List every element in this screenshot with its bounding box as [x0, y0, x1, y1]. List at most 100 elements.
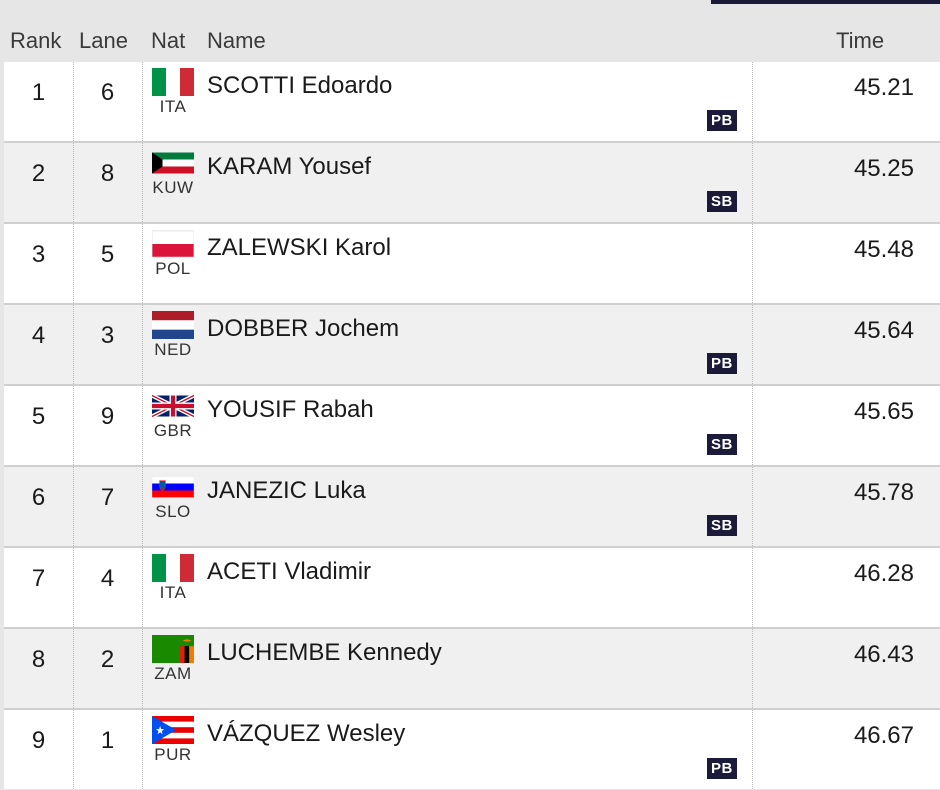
nat-cell: SLO [142, 473, 204, 522]
header-time[interactable]: Time [836, 28, 885, 53]
athlete-name-link[interactable]: LUCHEMBE Kennedy [207, 639, 442, 666]
column-divider [142, 710, 143, 789]
nat-code: ZAM [154, 664, 192, 683]
time-cell: 45.21 [853, 74, 914, 101]
kuwait-flag-icon [152, 149, 194, 177]
rank-cell: 5 [31, 403, 46, 430]
athlete-name-link[interactable]: DOBBER Jochem [207, 315, 400, 342]
time-cell: 46.43 [853, 641, 914, 668]
athlete-name-link[interactable]: VÁZQUEZ Wesley [207, 720, 406, 747]
header-nat[interactable]: Nat [151, 28, 186, 53]
time-cell: 46.28 [853, 560, 914, 587]
record-badge: PB [707, 353, 737, 374]
nat-code: SLO [155, 502, 191, 521]
nat-code: GBR [153, 421, 193, 440]
slovenia-flag-icon [152, 473, 194, 501]
record-badge: PB [707, 110, 737, 131]
column-divider [73, 62, 74, 141]
column-divider [142, 62, 143, 141]
rank-cell: 3 [31, 241, 46, 268]
nat-cell: GBR [142, 392, 204, 441]
table-row[interactable]: 4 3 NED DOBBER Jochem PB 45.64 [4, 305, 940, 386]
nat-code: ITA [159, 583, 187, 602]
column-divider [73, 305, 74, 384]
results-table: 1 6 ITA SCOTTI Edoardo PB 45.21 2 8 KUW KARAM You… [4, 62, 940, 789]
column-divider [752, 224, 753, 303]
table-row[interactable]: 8 2 ZAM LUCHEMBE Kennedy 46.43 [4, 629, 940, 710]
column-divider [73, 386, 74, 465]
column-divider [752, 629, 753, 708]
top-accent-bar [711, 0, 940, 4]
time-cell: 45.48 [853, 236, 914, 263]
nat-cell: NED [142, 311, 204, 360]
rank-cell: 7 [31, 565, 46, 592]
italy-flag-icon [152, 68, 194, 96]
time-cell: 45.78 [853, 479, 914, 506]
table-row[interactable]: 2 8 KUW KARAM Yousef SB 45.25 [4, 143, 940, 224]
record-badge: PB [707, 758, 737, 779]
nat-cell: ZAM [142, 635, 204, 684]
athlete-name-link[interactable]: ZALEWSKI Karol [207, 234, 392, 261]
table-row[interactable]: 9 1 PUR VÁZQUEZ Wesley PB 46.67 [4, 710, 940, 789]
rank-cell: 6 [31, 484, 46, 511]
column-divider [752, 305, 753, 384]
column-divider [752, 386, 753, 465]
lane-cell: 1 [100, 727, 115, 754]
rank-cell: 2 [31, 160, 46, 187]
nat-code: NED [154, 340, 192, 359]
lane-cell: 9 [100, 403, 115, 430]
athlete-name-link[interactable]: ACETI Vladimir [207, 558, 372, 585]
puerto-rico-flag-icon [152, 716, 194, 744]
nat-cell: POL [142, 230, 204, 279]
lane-cell: 5 [100, 241, 115, 268]
table-row[interactable]: 6 7 SLO JANEZIC Luka SB 45.78 [4, 467, 940, 548]
column-divider [73, 548, 74, 627]
header-name[interactable]: Name [207, 28, 266, 53]
netherlands-flag-icon [152, 311, 194, 339]
column-divider [142, 548, 143, 627]
poland-flag-icon [152, 230, 194, 258]
time-cell: 46.67 [853, 722, 914, 749]
lane-cell: 2 [100, 646, 115, 673]
lane-cell: 8 [100, 160, 115, 187]
rank-cell: 8 [31, 646, 46, 673]
table-row[interactable]: 1 6 ITA SCOTTI Edoardo PB 45.21 [4, 62, 940, 143]
column-divider [142, 386, 143, 465]
nat-cell: KUW [142, 149, 204, 198]
lane-cell: 3 [100, 322, 115, 349]
column-divider [142, 143, 143, 222]
table-row[interactable]: 7 4 ITA ACETI Vladimir 46.28 [4, 548, 940, 629]
rank-cell: 1 [31, 79, 46, 106]
nat-cell: ITA [142, 68, 204, 117]
uk-flag-icon [152, 392, 194, 420]
column-divider [73, 224, 74, 303]
column-divider [752, 467, 753, 546]
column-divider [142, 467, 143, 546]
athlete-name-link[interactable]: SCOTTI Edoardo [207, 72, 393, 99]
athlete-name-link[interactable]: KARAM Yousef [207, 153, 372, 180]
nat-code: POL [155, 259, 191, 278]
header-rank[interactable]: Rank [10, 28, 62, 53]
athlete-name-link[interactable]: JANEZIC Luka [207, 477, 366, 504]
lane-cell: 4 [100, 565, 115, 592]
lane-cell: 6 [100, 79, 115, 106]
column-divider [73, 710, 74, 789]
italy-flag-icon [152, 554, 194, 582]
time-cell: 45.65 [853, 398, 914, 425]
time-cell: 45.25 [853, 155, 914, 182]
record-badge: SB [707, 191, 737, 212]
nat-code: PUR [154, 745, 192, 764]
column-divider [142, 629, 143, 708]
header-lane[interactable]: Lane [79, 28, 128, 53]
nat-cell: ITA [142, 554, 204, 603]
nat-code: KUW [152, 178, 194, 197]
record-badge: SB [707, 434, 737, 455]
lane-cell: 7 [100, 484, 115, 511]
column-divider [752, 62, 753, 141]
athlete-name-link[interactable]: YOUSIF Rabah [207, 396, 374, 423]
record-badge: SB [707, 515, 737, 536]
rank-cell: 4 [31, 322, 46, 349]
table-row[interactable]: 5 9 GBR YOUSIF Rabah SB 45.65 [4, 386, 940, 467]
table-row[interactable]: 3 5 POL ZALEWSKI Karol 45.48 [4, 224, 940, 305]
column-divider [73, 629, 74, 708]
